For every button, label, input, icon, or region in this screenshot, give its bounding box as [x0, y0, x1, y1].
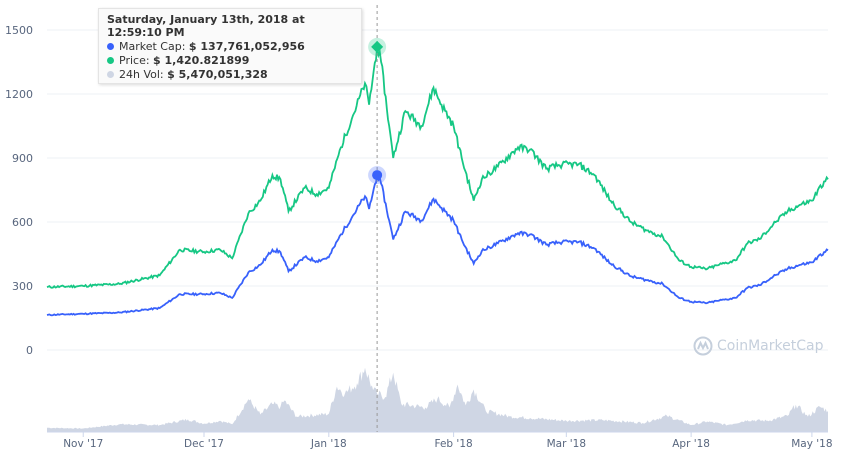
y-tick-label: 900	[12, 152, 33, 165]
tooltip-row-market-cap: Market Cap: $ 137,761,052,956	[107, 40, 353, 54]
volume-dot-icon	[107, 71, 114, 78]
market-cap-marker	[372, 170, 383, 181]
y-tick-label: 1200	[5, 88, 33, 101]
x-tick-label: Dec '17	[184, 438, 224, 450]
x-tick-label: Jan '18	[310, 438, 347, 450]
volume-area	[47, 367, 828, 432]
coinmarketcap-watermark: CoinMarketCap	[693, 336, 823, 356]
x-tick-label: May '18	[791, 438, 832, 450]
tooltip-row-volume: 24h Vol: $ 5,470,051,328	[107, 68, 353, 82]
x-tick-label: Feb '18	[435, 438, 473, 450]
y-tick-label: 300	[12, 280, 33, 293]
market-cap-dot-icon	[107, 43, 114, 50]
tooltip: Saturday, January 13th, 2018 at 12:59:10…	[98, 8, 362, 84]
tooltip-title: Saturday, January 13th, 2018 at 12:59:10…	[107, 13, 305, 39]
coinmarketcap-logo-icon	[693, 336, 713, 356]
x-tick-label: Nov '17	[63, 438, 103, 450]
x-tick-label: Apr '18	[672, 438, 710, 450]
y-tick-label: 0	[26, 344, 33, 357]
price-marker	[371, 40, 384, 53]
price-line	[46, 46, 829, 289]
price-dot-icon	[107, 57, 114, 64]
market-cap-line	[46, 174, 829, 317]
y-tick-label: 600	[12, 216, 33, 229]
tooltip-row-price: Price: $ 1,420.821899	[107, 54, 353, 68]
y-tick-label: 1500	[5, 24, 33, 37]
x-tick-label: Mar '18	[547, 438, 586, 450]
